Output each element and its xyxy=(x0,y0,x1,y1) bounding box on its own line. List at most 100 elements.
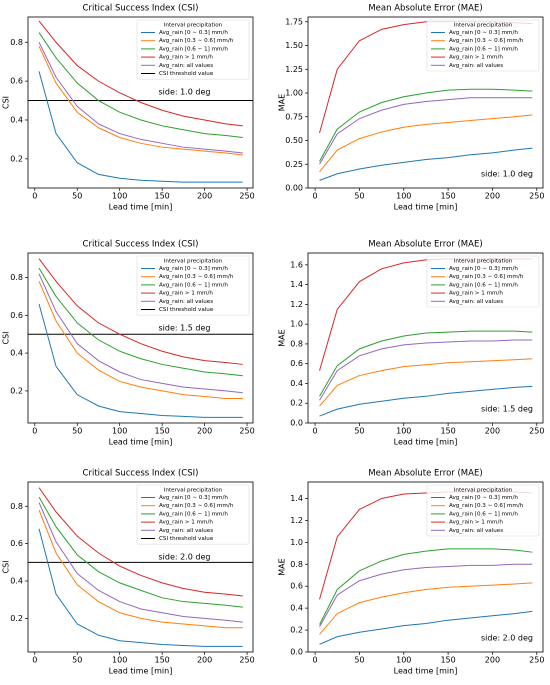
x-tick-label: 250 xyxy=(529,656,544,665)
x-tick-label: 200 xyxy=(197,427,212,436)
legend-title: Interval precipitation xyxy=(164,23,223,29)
chart-title: Critical Success Index (CSI) xyxy=(83,469,199,479)
y-tick-label: 0.4 xyxy=(290,604,303,613)
x-tick-label: 100 xyxy=(112,656,127,665)
y-axis-label: MAE xyxy=(278,558,287,575)
series-line xyxy=(319,385,533,417)
x-tick-label: 150 xyxy=(440,656,455,665)
y-tick-label: 1.4 xyxy=(290,280,303,289)
legend-title: Interval precipitation xyxy=(164,259,223,265)
legend-label: Avg_rain [0.3 ∼ 0.6] mm/h xyxy=(449,274,524,280)
x-tick-label: 50 xyxy=(354,427,364,436)
x-tick-label: 50 xyxy=(354,656,364,665)
legend-box xyxy=(136,255,250,316)
legend-label: Avg_rain: all values xyxy=(159,63,213,69)
y-tick-label: 0.6 xyxy=(10,77,23,86)
x-tick-label: 250 xyxy=(239,656,254,665)
series-line xyxy=(319,97,533,165)
axes-frame xyxy=(307,252,544,424)
legend-label: CSI threshold value xyxy=(159,71,214,77)
x-tick-label: 50 xyxy=(72,427,82,436)
y-tick-label: 1.50 xyxy=(285,41,303,50)
series-line xyxy=(319,548,533,625)
series-line xyxy=(319,358,533,407)
chart-title: Critical Success Index (CSI) xyxy=(83,240,199,250)
y-tick-label: 0.4 xyxy=(10,577,23,586)
x-tick-label: 250 xyxy=(529,427,544,436)
annotation: side: 1.0 deg xyxy=(481,170,533,179)
x-tick-label: 150 xyxy=(155,192,170,201)
x-tick-label: 0 xyxy=(32,427,37,436)
x-tick-label: 200 xyxy=(197,192,212,201)
x-tick-label: 0 xyxy=(313,427,318,436)
legend-title: Interval precipitation xyxy=(164,488,223,494)
y-tick-label: 0.8 xyxy=(10,273,23,282)
y-axis-label: CSI xyxy=(2,331,11,344)
series-line xyxy=(319,330,533,397)
series-line xyxy=(38,281,243,399)
axes-frame xyxy=(27,252,254,424)
x-axis-label: Lead time [min] xyxy=(109,438,173,447)
legend-label: Avg_rain [0.6 ∼ 1] mm/h xyxy=(159,511,228,517)
y-tick-label: 1.2 xyxy=(290,516,303,525)
annotation: side: 1.5 deg xyxy=(481,405,533,414)
x-tick-label: 0 xyxy=(32,656,37,665)
x-tick-label: 0 xyxy=(32,192,37,201)
legend-label: Avg_rain [0 ∼ 0.3] mm/h xyxy=(449,495,518,501)
series-line xyxy=(38,71,243,183)
series-line xyxy=(319,610,533,645)
y-tick-label: 0.0 xyxy=(290,648,303,657)
series-line xyxy=(38,496,243,608)
x-tick-label: 100 xyxy=(112,192,127,201)
x-axis-label: Lead time [min] xyxy=(394,438,458,447)
x-tick-label: 250 xyxy=(529,192,544,201)
series-line xyxy=(38,258,243,365)
y-tick-label: 0.8 xyxy=(10,502,23,511)
x-tick-label: 150 xyxy=(155,656,170,665)
legend-label: CSI threshold value xyxy=(159,536,214,542)
y-tick-label: 0.6 xyxy=(10,311,23,320)
legend-label: Avg_rain [0.6 ∼ 1] mm/h xyxy=(159,46,228,52)
legend-label: Avg_rain: all values xyxy=(159,528,213,534)
y-axis-label: CSI xyxy=(2,96,11,109)
chart-title: Mean Absolute Error (MAE) xyxy=(368,469,482,479)
legend-label: Avg_rain: all values xyxy=(159,299,213,305)
y-tick-label: 0.8 xyxy=(290,339,303,348)
axes-frame xyxy=(27,16,254,189)
series-line xyxy=(319,582,533,635)
series-line xyxy=(38,20,243,127)
x-tick-label: 100 xyxy=(396,656,411,665)
x-axis-label: Lead time [min] xyxy=(394,667,458,676)
legend-label: Avg_rain [0.6 ∼ 1] mm/h xyxy=(449,46,518,52)
legend-label: Avg_rain [0 ∼ 0.3] mm/h xyxy=(159,266,228,272)
annotation: side: 1.0 deg xyxy=(159,88,211,97)
legend-label: Avg_rain [0 ∼ 0.3] mm/h xyxy=(449,30,518,36)
axes-frame xyxy=(307,16,544,189)
y-tick-label: 0.00 xyxy=(285,184,303,193)
series-line xyxy=(38,509,243,629)
series-line xyxy=(38,502,243,623)
series-line xyxy=(319,114,533,173)
x-tick-label: 200 xyxy=(197,656,212,665)
y-tick-label: 0.6 xyxy=(290,359,303,368)
legend-label: Avg_rain [0.6 ∼ 1] mm/h xyxy=(449,282,518,288)
y-tick-label: 0.6 xyxy=(10,539,23,548)
series-line xyxy=(38,32,243,138)
y-tick-label: 1.2 xyxy=(290,300,303,309)
series-line xyxy=(319,88,533,162)
legend-label: Avg_rain [0.3 ∼ 0.6] mm/h xyxy=(159,274,234,280)
x-tick-label: 50 xyxy=(72,192,82,201)
legend-box xyxy=(426,19,540,72)
legend-label: Avg_rain [0 ∼ 0.3] mm/h xyxy=(159,30,228,36)
x-tick-label: 50 xyxy=(354,192,364,201)
y-tick-label: 0.8 xyxy=(10,38,23,47)
y-tick-label: 0.75 xyxy=(285,112,303,121)
axes-frame xyxy=(27,481,254,653)
x-tick-label: 100 xyxy=(396,427,411,436)
chart-title: Critical Success Index (CSI) xyxy=(83,4,199,14)
legend-label: Avg_rain [0.3 ∼ 0.6] mm/h xyxy=(449,503,524,509)
legend-label: Avg_rain > 1 mm/h xyxy=(159,520,213,526)
y-tick-label: 0.2 xyxy=(290,626,303,635)
y-tick-label: 1.4 xyxy=(290,494,303,503)
